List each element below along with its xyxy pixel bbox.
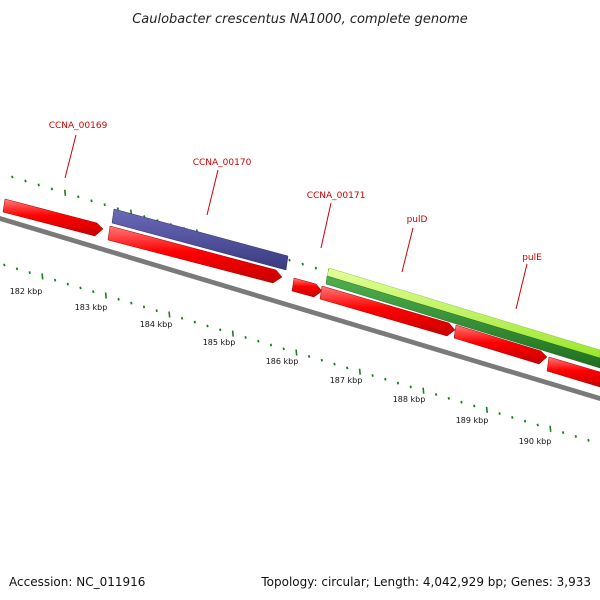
major-tick: [358, 368, 361, 375]
inner-tick-ring: [3, 263, 590, 442]
minor-tick: [155, 309, 158, 313]
minor-tick: [257, 339, 260, 343]
cds-feature: [107, 225, 283, 284]
minor-tick: [130, 301, 133, 305]
minor-tick: [3, 263, 6, 267]
minor-tick: [269, 343, 273, 347]
minor-tick: [409, 385, 412, 389]
minor-tick: [117, 297, 120, 301]
gene-label-ccna-00169: CCNA_00169: [49, 121, 108, 131]
scale-label-189-kbp: 189 kbp: [456, 416, 489, 425]
cds-feature: [546, 356, 600, 388]
minor-tick: [288, 258, 291, 262]
minor-tick: [142, 305, 146, 309]
minor-tick: [447, 396, 450, 400]
minor-tick: [244, 335, 247, 339]
major-tick: [64, 189, 67, 196]
minor-tick: [50, 187, 54, 191]
minor-tick: [24, 179, 27, 183]
minor-tick: [320, 358, 323, 362]
minor-tick: [561, 431, 565, 435]
cds-feature: [319, 285, 456, 337]
major-tick: [485, 406, 488, 413]
highlighted-cds-feature: [111, 208, 289, 271]
minor-tick: [314, 266, 318, 270]
major-tick: [422, 387, 425, 394]
label-leader-line: [206, 169, 219, 216]
scale-label-186-kbp: 186 kbp: [266, 357, 299, 366]
minor-tick: [346, 366, 349, 370]
minor-tick: [206, 324, 209, 328]
scale-label-183-kbp: 183 kbp: [75, 303, 108, 312]
minor-tick: [333, 362, 336, 366]
minor-tick: [282, 347, 285, 351]
gene-label-pule: pulE: [522, 253, 542, 263]
major-tick: [231, 330, 234, 337]
minor-tick: [66, 282, 69, 286]
scale-label-188-kbp: 188 kbp: [393, 395, 426, 404]
minor-tick: [15, 267, 19, 271]
cds-feature: [291, 277, 323, 298]
scale-label-185-kbp: 185 kbp: [203, 338, 236, 347]
label-leader-line: [515, 263, 528, 310]
minor-tick: [219, 328, 222, 332]
backbone: [0, 216, 600, 401]
minor-tick: [574, 434, 577, 438]
minor-tick: [384, 377, 387, 381]
minor-tick: [90, 199, 93, 203]
major-tick: [104, 292, 107, 299]
minor-tick: [460, 400, 463, 404]
minor-tick: [53, 278, 57, 282]
major-tick: [549, 425, 552, 432]
topology-summary-text: Topology: circular; Length: 4,042,929 bp…: [260, 575, 591, 589]
minor-tick: [79, 286, 82, 290]
gene-label-ccna-00170: CCNA_00170: [193, 158, 252, 168]
minor-tick: [498, 412, 501, 416]
gene-label-puld: pulD: [407, 215, 428, 225]
minor-tick: [434, 393, 438, 396]
major-tick: [41, 273, 44, 280]
minor-tick: [180, 316, 184, 320]
minor-tick: [193, 320, 196, 324]
label-leader-line: [64, 134, 77, 179]
minor-tick: [473, 404, 476, 408]
minor-tick: [371, 374, 374, 377]
map-title: Caulobacter crescentus NA1000, complete …: [132, 12, 468, 27]
minor-tick: [511, 415, 514, 419]
gene-label-ccna-00171: CCNA_00171: [307, 191, 366, 201]
major-tick: [168, 311, 171, 318]
gene-feature-dark: [325, 275, 600, 369]
minor-tick: [77, 195, 80, 199]
cds-feature: [2, 198, 104, 237]
minor-tick: [28, 271, 31, 275]
minor-tick: [116, 207, 120, 211]
gene-feature-light: [326, 267, 600, 359]
cds-feature: [453, 324, 548, 365]
label-leader-line: [401, 227, 414, 273]
minor-tick: [92, 290, 95, 294]
minor-tick: [37, 183, 40, 187]
scale-label-187-kbp: 187 kbp: [330, 376, 363, 385]
minor-tick: [536, 423, 539, 427]
scale-label-190-kbp: 190 kbp: [519, 437, 552, 446]
minor-tick: [301, 262, 304, 266]
minor-tick: [11, 175, 14, 179]
minor-tick: [307, 354, 311, 358]
scale-label-184-kbp: 184 kbp: [140, 320, 173, 329]
scale-label-182-kbp: 182 kbp: [10, 287, 43, 296]
accession-text: Accession: NC_011916: [9, 575, 145, 589]
label-leader-line: [320, 202, 332, 249]
minor-tick: [396, 381, 400, 385]
minor-tick: [587, 438, 590, 442]
minor-tick: [523, 419, 527, 423]
major-tick: [295, 349, 298, 356]
minor-tick: [103, 203, 106, 207]
